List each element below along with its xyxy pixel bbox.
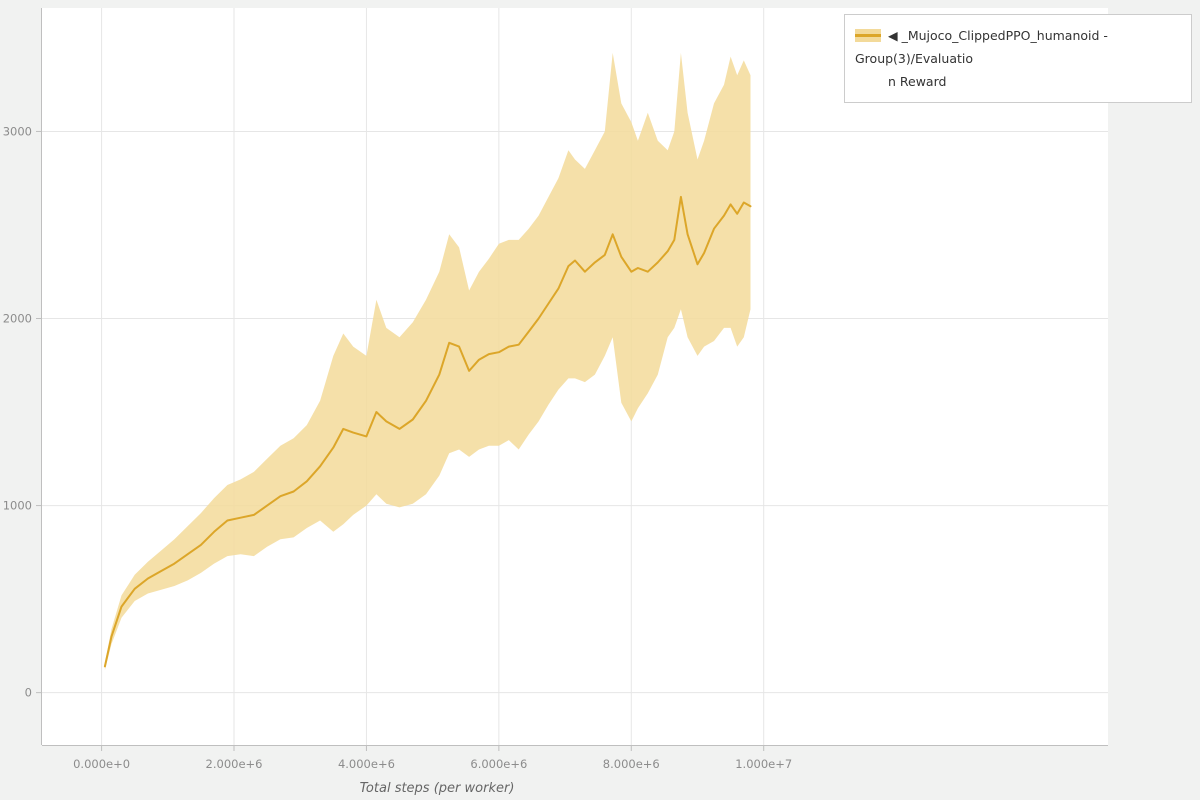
legend-band-swatch	[855, 29, 881, 42]
mean-line	[103, 195, 752, 668]
y-tick-label: 0	[25, 686, 32, 700]
y-tick-label: 3000	[3, 124, 32, 138]
axes: 0.000e+0 2.000e+6 4.000e+6 6.000e+6 8.000e+6…	[3, 8, 1108, 771]
x-tick-label: 0.000e+0	[73, 757, 130, 771]
y-tick-label: 2000	[3, 312, 32, 326]
x-tick-label: 8.000e+6	[603, 757, 660, 771]
x-tick-label: 1.000e+7	[735, 757, 792, 771]
x-tick-label: 2.000e+6	[206, 757, 263, 771]
legend-series-label-line2: n Reward	[888, 74, 947, 89]
legend-item[interactable]: ◀ _Mujoco_ClippedPPO_humanoid - Group(3)…	[844, 14, 1192, 103]
y-tick-label: 1000	[3, 499, 32, 513]
confidence-band	[104, 52, 751, 671]
legend-series-label-line1: ◀ _Mujoco_ClippedPPO_humanoid - Group(3)…	[855, 28, 1108, 66]
legend-line-swatch	[855, 34, 881, 37]
x-tick-label: 4.000e+6	[338, 757, 395, 771]
x-tick-label: 6.000e+6	[470, 757, 527, 771]
